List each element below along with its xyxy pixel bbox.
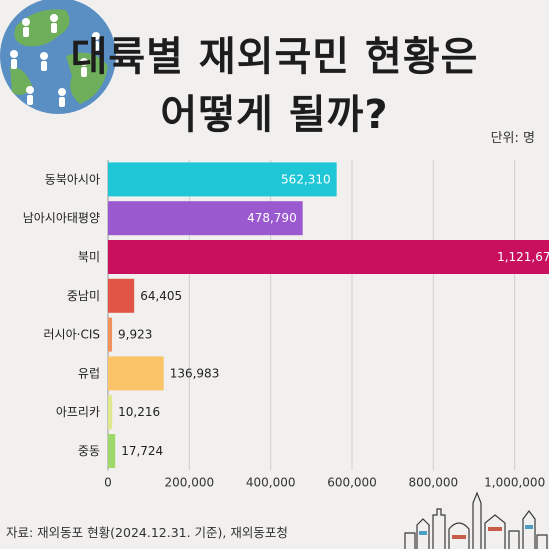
x-tick-label: 1,000,000 (484, 475, 545, 489)
x-tick-label: 400,000 (246, 475, 296, 489)
value-label: 17,724 (121, 444, 163, 458)
category-label: 유럽 (78, 366, 100, 380)
value-label: 478,790 (247, 211, 297, 225)
category-label: 남아시아태평양 (23, 211, 100, 225)
category-label: 동북아시아 (45, 172, 100, 186)
bar-1 (108, 162, 337, 197)
x-tick-label: 600,000 (327, 475, 377, 489)
globe-icon (0, 0, 116, 114)
value-label: 136,983 (170, 366, 220, 380)
category-label: 러시아·CIS (44, 328, 100, 342)
bar-7 (108, 395, 113, 430)
bar-5 (108, 317, 113, 352)
category-label: 북미 (78, 250, 100, 264)
x-tick-label: 0 (104, 475, 112, 489)
value-label: 562,310 (281, 172, 331, 186)
unit-label: 단위: 명 (490, 131, 535, 146)
bar-2 (108, 201, 303, 236)
bar-8 (108, 434, 116, 468)
x-tick-label: 200,000 (165, 475, 215, 489)
title-line-1: 대륙별 재외국민 현황은 (70, 34, 479, 80)
value-label: 1,121,675 (497, 250, 549, 264)
skyline-icon (404, 491, 548, 549)
value-label: 64,405 (140, 289, 182, 303)
category-label: 아프리카 (56, 405, 100, 419)
category-label: 중남미 (67, 289, 100, 303)
bar-4 (108, 278, 135, 313)
category-label: 중동 (78, 444, 100, 458)
value-label: 9,923 (118, 328, 152, 342)
title-line-2: 어떻게 될까? (160, 92, 389, 138)
source-note: 자료: 재외동포 현황(2024.12.31. 기준), 재외동포청 (6, 525, 288, 540)
bar-6 (108, 356, 164, 391)
value-label: 10,216 (118, 405, 160, 419)
x-tick-label: 800,000 (409, 475, 459, 489)
bar-3 (108, 240, 549, 274)
